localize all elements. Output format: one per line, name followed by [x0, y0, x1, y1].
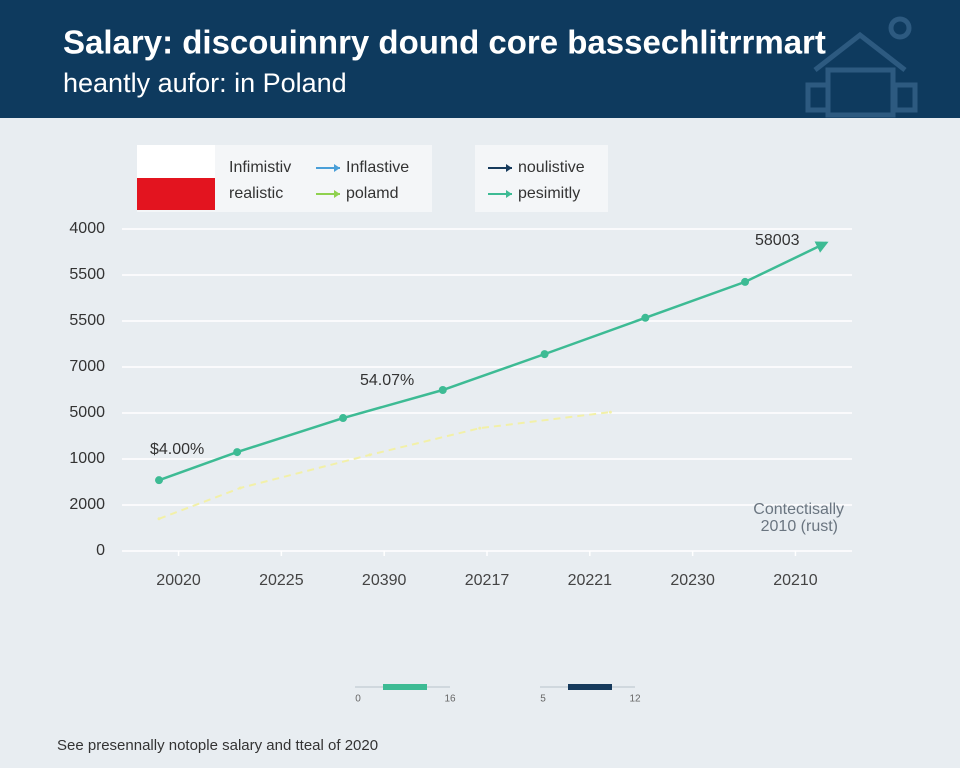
- slider-bar: [383, 684, 427, 690]
- legend-arrowhead: [506, 190, 512, 198]
- header-icon: [805, 16, 918, 118]
- chart-title: Salary: discouinnry dound core bassechli…: [63, 24, 826, 61]
- annotation: Contectisally: [753, 501, 844, 518]
- footer: See presennally notople salary and tteal…: [57, 737, 378, 754]
- x-tick-label: 20390: [362, 572, 407, 589]
- data-point: [825, 241, 828, 244]
- annotation: 2010 (rust): [761, 518, 838, 535]
- data-point: [368, 453, 372, 457]
- x-tick-label: 20230: [670, 572, 715, 589]
- y-tick-label: 4000: [69, 220, 105, 237]
- legend-label: pesimitly: [518, 185, 580, 202]
- slider-max: 12: [629, 694, 641, 705]
- x-tick-label: 20225: [259, 572, 304, 589]
- data-point: [339, 414, 348, 423]
- legend-label: polamd: [346, 185, 398, 202]
- gear: [888, 16, 912, 40]
- flag-red: [137, 178, 215, 210]
- data-point: [478, 426, 482, 430]
- house-roof: [813, 31, 907, 72]
- y-tick-label: 7000: [69, 358, 105, 375]
- series-line: [158, 241, 829, 482]
- data-point: [233, 448, 242, 457]
- slider-min: 5: [540, 694, 546, 705]
- data-point: [608, 410, 612, 414]
- slider-min: 0: [355, 694, 361, 705]
- x-tick-label: 20020: [156, 572, 201, 589]
- y-tick-label: 0: [96, 542, 105, 559]
- y-tick-label: 5500: [69, 266, 105, 283]
- x-tick-label: 20217: [465, 572, 510, 589]
- legend-label: realistic: [229, 185, 283, 202]
- slider-bar: [568, 684, 612, 690]
- data-point: [438, 386, 447, 394]
- data-point: [641, 313, 650, 322]
- x-tick-label: 20210: [773, 572, 818, 589]
- data-point: [540, 350, 549, 359]
- legend-label: Inflastive: [346, 159, 409, 176]
- data-point: [157, 517, 161, 521]
- legend-label: Infimistiv: [229, 159, 291, 176]
- legend-label: noulistive: [518, 159, 585, 176]
- data-point: [238, 486, 242, 490]
- chart-subtitle: heantly aufor: in Poland: [63, 68, 347, 98]
- x-tick-label: 20221: [568, 572, 613, 589]
- house-window: [892, 82, 918, 113]
- data-point: [155, 476, 164, 485]
- y-tick-label: 5000: [69, 404, 105, 421]
- flag-white: [137, 145, 215, 178]
- header: [0, 0, 960, 118]
- legend-box: [475, 145, 608, 212]
- y-tick-label: 1000: [69, 450, 105, 467]
- annotation: 54.07%: [360, 372, 414, 389]
- annotation: $4.00%: [150, 441, 204, 458]
- house-window: [805, 82, 831, 113]
- annotation: 58003: [755, 232, 800, 249]
- slider-max: 16: [444, 694, 456, 705]
- legend-arrowhead: [506, 164, 512, 172]
- y-tick-label: 2000: [69, 496, 105, 513]
- data-point: [741, 277, 750, 286]
- legend-arrowhead: [334, 190, 340, 198]
- legend-arrowhead: [334, 164, 340, 172]
- y-tick-label: 5500: [69, 312, 105, 329]
